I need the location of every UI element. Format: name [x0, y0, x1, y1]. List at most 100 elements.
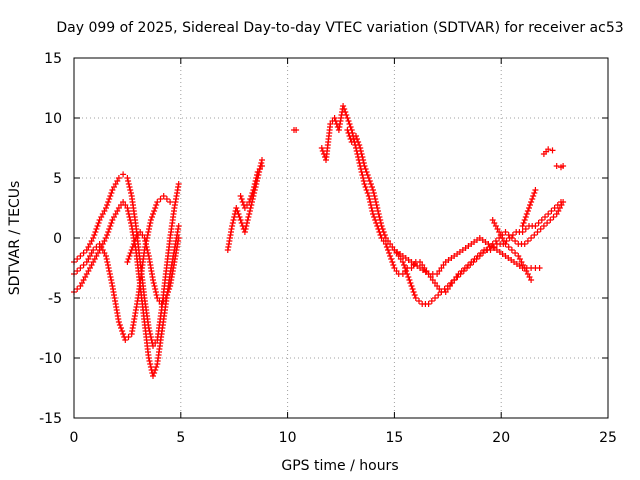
data-point: [120, 171, 127, 178]
series-track-c: [71, 193, 174, 343]
data-point: [537, 226, 544, 232]
series-track-f: [237, 163, 265, 211]
data-point: [405, 274, 412, 280]
data-point: [90, 247, 97, 253]
data-point: [254, 172, 260, 178]
data-point: [108, 220, 115, 226]
data-point: [381, 232, 388, 238]
data-point: [246, 199, 253, 205]
data-point: [241, 229, 248, 235]
y-tick-label: 5: [53, 171, 62, 187]
data-point: [530, 193, 537, 199]
data-point: [128, 190, 134, 196]
data-point: [522, 226, 529, 232]
data-point: [407, 280, 414, 286]
data-point: [113, 307, 120, 313]
data-point: [531, 190, 538, 196]
data-point: [519, 229, 526, 235]
data-point: [150, 211, 156, 217]
x-tick-label: 5: [176, 430, 185, 446]
data-point: [165, 289, 171, 295]
data-point: [230, 217, 237, 223]
y-tick-label: 0: [53, 231, 62, 247]
data-point: [107, 274, 114, 280]
data-point: [363, 169, 370, 175]
data-point: [425, 301, 432, 307]
data-point: [127, 217, 134, 223]
data-point: [242, 226, 249, 232]
data-point: [237, 217, 244, 223]
data-point: [233, 205, 240, 211]
data-point: [389, 259, 396, 265]
data-points: [71, 103, 567, 379]
data-point: [142, 238, 149, 244]
data-point: [378, 223, 385, 229]
y-tick-label: 10: [44, 111, 62, 127]
data-point: [125, 334, 132, 340]
data-point: [248, 193, 255, 199]
data-point: [163, 292, 170, 298]
axis-ticks: 0 5 10 15 20 25 -15 -10 -5 0 5 10 15: [39, 51, 617, 446]
data-point: [367, 199, 374, 205]
y-tick-label: -15: [39, 411, 62, 427]
data-point: [512, 250, 519, 256]
data-point: [106, 226, 113, 232]
plot-frame: [73, 57, 609, 419]
data-point: [115, 319, 122, 325]
data-point: [357, 148, 364, 154]
data-point: [532, 187, 539, 193]
data-point: [540, 223, 547, 229]
data-point: [118, 325, 124, 331]
data-point: [375, 211, 382, 217]
data-point: [347, 124, 354, 130]
data-point: [345, 130, 352, 136]
data-point: [340, 103, 347, 109]
data-point: [244, 217, 251, 223]
data-point: [369, 184, 375, 190]
data-point: [505, 232, 512, 238]
data-point: [404, 271, 411, 277]
data-point: [416, 298, 422, 304]
data-point: [107, 193, 114, 199]
data-point: [152, 286, 159, 292]
data-point: [464, 265, 470, 271]
data-point: [167, 199, 174, 205]
data-point: [460, 268, 467, 274]
data-point: [146, 358, 153, 364]
data-point: [522, 214, 529, 220]
data-point: [374, 205, 381, 211]
data-point: [548, 208, 555, 214]
data-point: [550, 214, 557, 220]
data-point: [154, 199, 161, 205]
data-point: [527, 202, 533, 208]
data-point: [545, 146, 552, 153]
data-point: [412, 295, 419, 301]
data-point: [125, 208, 132, 214]
series-track-m: [540, 146, 556, 157]
data-point: [243, 223, 250, 229]
data-point: [124, 259, 131, 265]
data-point: [535, 220, 542, 226]
data-point: [152, 367, 159, 373]
data-point: [175, 181, 182, 187]
data-point: [342, 109, 349, 115]
data-point: [390, 262, 397, 268]
data-point: [448, 280, 454, 286]
data-point: [175, 223, 182, 229]
data-point: [145, 250, 151, 256]
data-point: [402, 265, 409, 271]
data-point: [528, 277, 535, 283]
data-point: [344, 127, 351, 133]
data-point: [103, 253, 109, 259]
data-point: [388, 256, 395, 262]
data-point: [95, 220, 102, 226]
data-point: [492, 238, 499, 244]
data-point: [293, 127, 300, 133]
data-point: [126, 184, 133, 190]
data-point: [74, 286, 81, 292]
data-point: [229, 220, 236, 226]
y-axis-label: SDTVAR / TECUs: [7, 181, 23, 296]
data-point: [253, 175, 260, 181]
data-point: [346, 133, 353, 139]
data-point: [259, 157, 265, 163]
